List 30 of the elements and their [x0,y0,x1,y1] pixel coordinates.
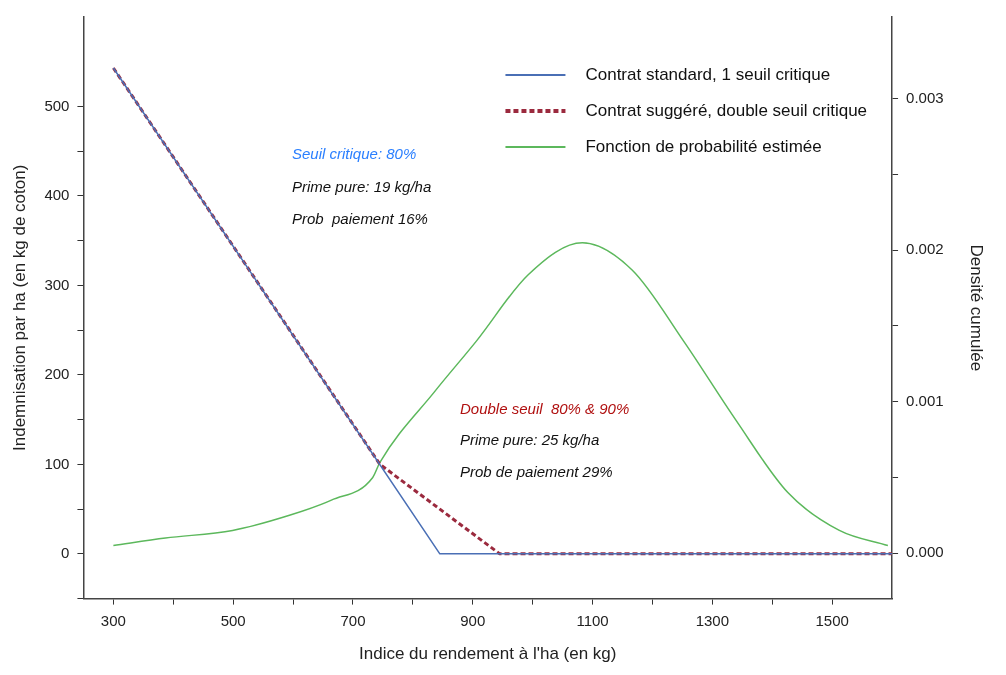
line-series [112,241,889,547]
y-tick-label: 300 [44,275,70,293]
annotation: Prob paiement 16% [292,210,428,228]
x-tick-label: 1300 [695,611,730,629]
x-tick-label: 1100 [576,611,609,629]
annotation: Prime pure: 25 kg/ha [460,431,600,449]
annotation: Prob de paiement 29% [460,463,613,481]
y-tick-label: 0 [61,544,70,561]
legend-label: Contrat standard, 1 seuil critique [585,64,831,84]
x-tick-label: 300 [100,611,126,629]
y2-axis-title: Densité cumulée [967,244,987,372]
y-tick-label: 400 [44,186,70,204]
y2-tick-label: 0.003 [906,88,944,106]
y-axis-title: Indemnisation par ha (en kg de coton) [9,164,29,451]
x-axis-title: Indice du rendement à l'ha (en kg) [359,644,617,664]
y-tick-label: 100 [44,454,70,472]
legend-label: Fonction de probabilité estimée [585,136,822,156]
legend-label: Contrat suggéré, double seuil critique [585,100,868,120]
y-tick-label: 500 [44,96,70,114]
y2-tick-label: 0.000 [906,543,944,561]
x-tick-label: 500 [220,611,246,629]
x-tick-label: 1500 [815,611,849,629]
x-tick-label: 900 [460,611,486,629]
y-tick-label: 200 [44,365,70,383]
annotation: Double seuil 80% & 90% [460,400,630,418]
y2-tick-label: 0.002 [906,240,944,258]
annotation: Seuil critique: 80% [292,145,417,163]
y2-tick-label: 0.001 [906,391,944,409]
x-tick-label: 700 [340,611,366,629]
annotation: Prime pure: 19 kg/ha [292,178,432,196]
